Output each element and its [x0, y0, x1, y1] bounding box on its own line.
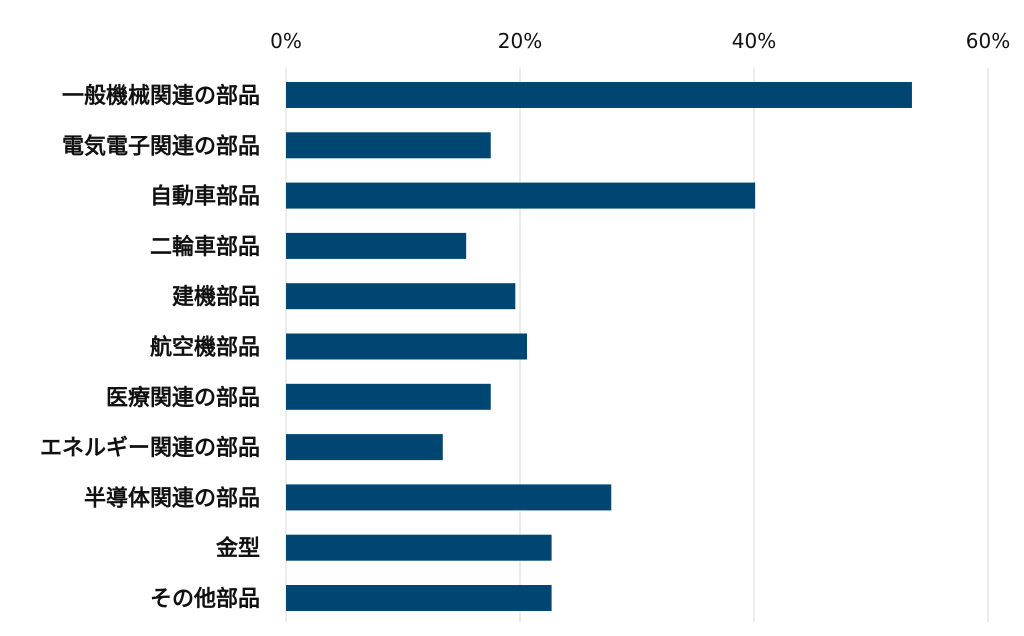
- bar: [286, 82, 912, 108]
- bar: [286, 182, 756, 209]
- bar: [286, 534, 552, 561]
- bar: [286, 434, 443, 461]
- category-label: 一般機械関連の部品: [62, 83, 260, 109]
- bar: [286, 585, 552, 611]
- bar: [286, 132, 491, 159]
- bar: [286, 333, 528, 360]
- bar: [286, 232, 467, 259]
- bar: [286, 383, 491, 410]
- category-labels: 一般機械関連の部品電気電子関連の部品自動車部品二輪車部品建機部品航空機部品医療関…: [40, 83, 260, 612]
- category-label: 航空機部品: [150, 335, 260, 361]
- category-label: 医療関連の部品: [106, 385, 260, 411]
- x-axis-tick-labels: 0% 20% 40% 60%: [270, 29, 1010, 53]
- x-tick-label: 60%: [966, 29, 1010, 53]
- bar: [286, 283, 516, 310]
- category-label: 半導体関連の部品: [84, 485, 260, 511]
- x-tick-label: 40%: [732, 29, 776, 53]
- category-label: エネルギー関連の部品: [40, 435, 260, 461]
- bars: [286, 82, 912, 611]
- category-label: 自動車部品: [150, 184, 260, 210]
- category-label: 二輪車部品: [150, 234, 260, 260]
- x-tick-label: 0%: [270, 29, 302, 53]
- bar: [286, 484, 612, 511]
- category-label: 電気電子関連の部品: [62, 133, 260, 159]
- category-label: 建機部品: [172, 284, 260, 310]
- category-label: その他部品: [150, 586, 260, 612]
- x-tick-label: 20%: [498, 29, 542, 53]
- category-label: 金型: [215, 536, 260, 562]
